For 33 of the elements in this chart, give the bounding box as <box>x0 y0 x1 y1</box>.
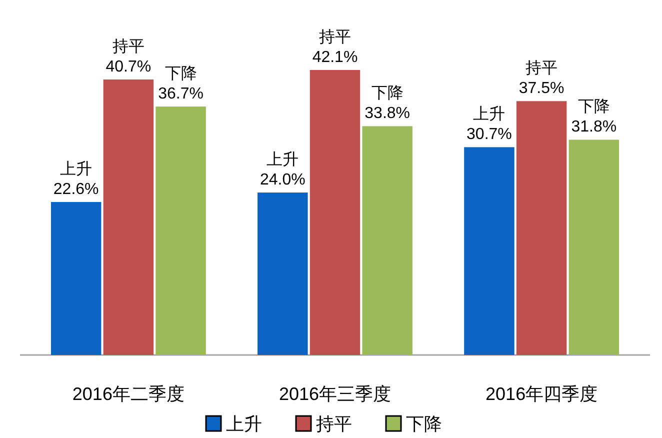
x-tick-label: 2016年四季度 <box>486 384 598 404</box>
bar <box>464 147 514 355</box>
text: 上升 <box>266 152 299 169</box>
text: 下降 <box>371 85 404 102</box>
bar <box>568 140 620 355</box>
x-tick-label: 2016年二季度 <box>72 384 184 404</box>
text: 下降 <box>578 98 610 116</box>
bar <box>516 101 567 355</box>
text: 上升 <box>473 106 506 124</box>
data-label: 40.7% <box>106 58 152 76</box>
text: 持平 <box>526 60 558 78</box>
x-tick-label: 2016年三季度 <box>278 384 392 404</box>
data-label: 42.1% <box>312 49 358 66</box>
bar <box>258 192 308 355</box>
text: 上升 <box>60 161 92 178</box>
data-label: 37.5% <box>518 80 564 98</box>
bar <box>50 202 102 355</box>
text: 持平 <box>319 29 351 46</box>
text: 持平 <box>112 38 144 56</box>
bar <box>362 126 412 355</box>
data-label: 22.6% <box>53 181 99 198</box>
bar <box>310 70 360 355</box>
legend-label: 持平 <box>316 414 352 434</box>
data-label: 30.7% <box>466 126 512 144</box>
legend-label: 上升 <box>226 414 262 434</box>
text: 下降 <box>164 66 197 83</box>
data-label: 31.8% <box>571 118 617 136</box>
data-label: 33.8% <box>364 105 410 122</box>
data-label: 24.0% <box>260 172 306 189</box>
bar <box>103 79 154 355</box>
legend-label: 下降 <box>406 414 442 434</box>
data-label: 36.7% <box>158 86 204 103</box>
bar <box>156 106 206 355</box>
